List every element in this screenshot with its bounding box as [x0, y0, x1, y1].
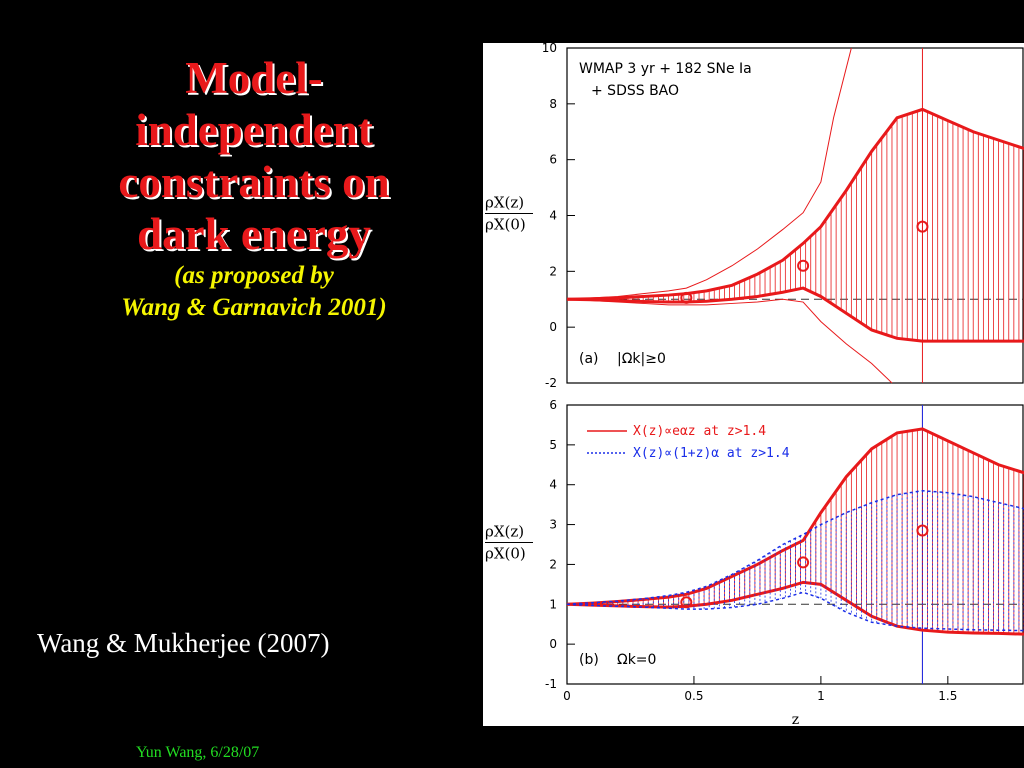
annotation-line-0: WMAP 3 yr + 182 SNe Ia: [579, 61, 752, 77]
x-axis-label: z: [792, 712, 799, 726]
panel-label-0: |Ωk|≥0: [617, 351, 666, 367]
lower-95-line-0: [566, 298, 893, 384]
x-tick-label-1: 0.5: [684, 689, 703, 703]
upper-68-line-1-1: [566, 489, 1024, 606]
lower-68-line-1-1: [566, 591, 1024, 632]
y-axis-label-den-0: ρX(0): [485, 216, 526, 234]
citation: Wang & Mukherjee (2007): [37, 628, 330, 658]
y-tick-label-1-6: 5: [549, 438, 557, 452]
upper-68-line-1-0: [566, 427, 1024, 606]
panel-id-0: (a): [579, 351, 599, 367]
y-tick-label-1-0: -1: [545, 677, 557, 691]
title-line-3: constraints on: [118, 157, 390, 207]
data-point-0-1: [797, 259, 810, 272]
data-point-0-0: [680, 291, 693, 304]
panel-label-1: Ωk=0: [617, 652, 656, 668]
data-point-0-2: [916, 220, 929, 233]
y-tick-label-0-1: 0: [549, 320, 557, 334]
lower-68-line-1-0: [566, 580, 1024, 636]
figure: -2 0 2 4 6 8 10 ρX(z) ρX(0) (a) |Ωk|≥0 WMAP 3 yr + …: [483, 43, 1024, 726]
y-tick-label-0-6: 10: [542, 43, 557, 55]
y-tick-label-1-2: 1: [549, 597, 557, 611]
title-line-2: independent: [135, 105, 373, 155]
annotation-line-1: + SDSS BAO: [591, 83, 679, 99]
slide-title: Model- independent constraints on dark e…: [20, 52, 488, 324]
slide-footer: Yun Wang, 6/28/07: [136, 744, 260, 761]
y-axis-label-num-0: ρX(z): [485, 194, 524, 212]
y-tick-label-0-4: 6: [549, 153, 557, 167]
y-tick-label-1-3: 2: [549, 557, 557, 571]
data-point-1-2: [916, 524, 929, 537]
y-tick-label-1-5: 4: [549, 478, 557, 492]
subtitle-line-1: (as proposed by: [174, 262, 334, 289]
title-line-1: Model-: [185, 53, 323, 103]
x-tick-label-2: 1: [817, 689, 825, 703]
lower-68-line-0-0: [566, 286, 1024, 343]
upper-95-line-0: [566, 47, 852, 300]
panel-frame-1: [566, 404, 1024, 685]
y-axis-label-den-1: ρX(0): [485, 545, 526, 563]
y-tick-label-0-5: 8: [549, 97, 557, 111]
legend-label-0: X(z)∝eαz at z>1.4: [633, 424, 766, 439]
y-tick-label-1-1: 0: [549, 637, 557, 651]
y-tick-label-0-2: 2: [549, 264, 557, 278]
title-line-4: dark energy: [137, 209, 371, 259]
y-tick-label-1-7: 6: [549, 398, 557, 412]
y-tick-label-0-0: -2: [545, 376, 557, 390]
data-point-1-1: [797, 556, 810, 569]
data-point-1-0: [680, 596, 693, 609]
y-tick-label-1-4: 3: [549, 518, 557, 532]
y-axis-label-num-1: ρX(z): [485, 523, 524, 541]
subtitle-line-2: Wang & Garnavich 2001): [121, 294, 387, 321]
legend-label-1: X(z)∝(1+z)α at z>1.4: [633, 446, 790, 461]
x-tick-label-0: 0: [563, 689, 571, 703]
panel-id-1: (b): [579, 652, 599, 668]
upper-68-line-0-0: [566, 107, 1024, 301]
x-tick-label-3: 1.5: [938, 689, 957, 703]
y-tick-label-0-3: 4: [549, 209, 557, 223]
